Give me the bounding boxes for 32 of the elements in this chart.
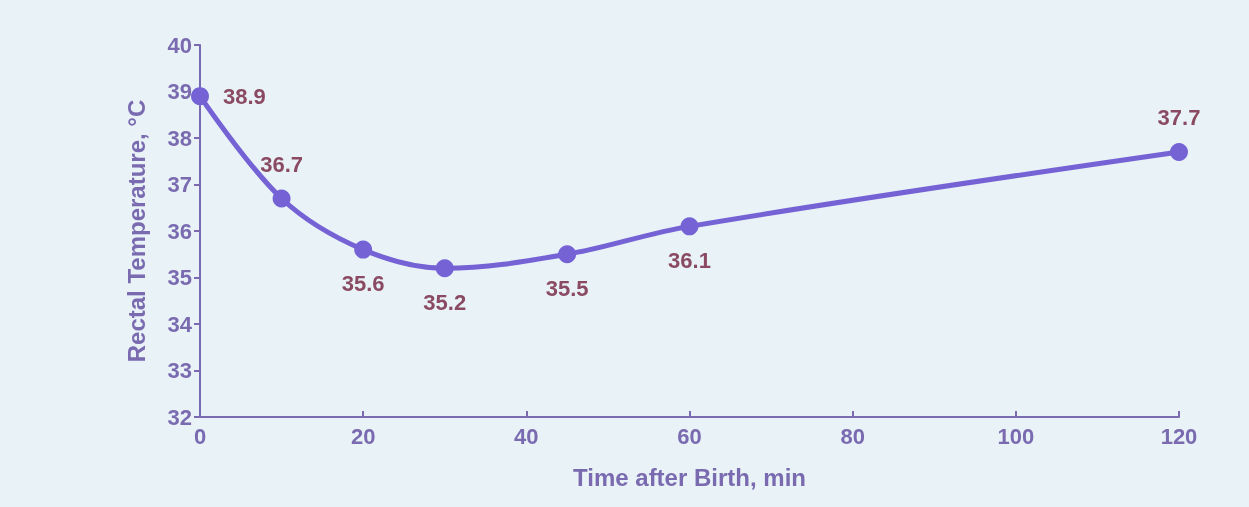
y-tick-label: 34	[167, 311, 193, 337]
x-tick-label: 40	[514, 423, 539, 449]
x-tick-label: 60	[677, 423, 702, 449]
x-axis-title: Time after Birth, min	[573, 463, 806, 491]
x-tick-label: 120	[1160, 423, 1198, 449]
x-tick-label: 0	[193, 423, 207, 449]
x-tick-label: 100	[997, 423, 1035, 449]
y-tick-label: 33	[167, 358, 192, 383]
data-label: 38.9	[223, 83, 266, 109]
point	[435, 259, 454, 278]
y-axis-title: Rectal Temperature, °C	[122, 99, 150, 363]
data-label: 36.7	[260, 151, 303, 177]
data-label: 35.6	[341, 271, 385, 297]
point	[1170, 142, 1188, 161]
data-label: 35.2	[423, 289, 467, 315]
x-tick-label: 20	[350, 423, 376, 449]
data-label: 36.1	[668, 247, 711, 273]
point	[558, 245, 577, 264]
y-tick-label: 37	[167, 172, 192, 197]
point	[272, 189, 291, 208]
point	[680, 217, 699, 236]
x-tick-label: 80	[840, 423, 865, 449]
y-tick-label: 40	[167, 32, 192, 58]
y-tick-label: 38	[167, 125, 192, 151]
point	[354, 240, 373, 259]
y-tick-label: 35	[167, 265, 192, 290]
point	[191, 87, 209, 106]
y-tick-label: 36	[167, 218, 192, 244]
data-label: 37.7	[1157, 105, 1201, 131]
y-tick-label: 32	[167, 404, 192, 430]
data-label: 35.5	[545, 275, 589, 301]
y-tick-label: 39	[167, 79, 192, 104]
